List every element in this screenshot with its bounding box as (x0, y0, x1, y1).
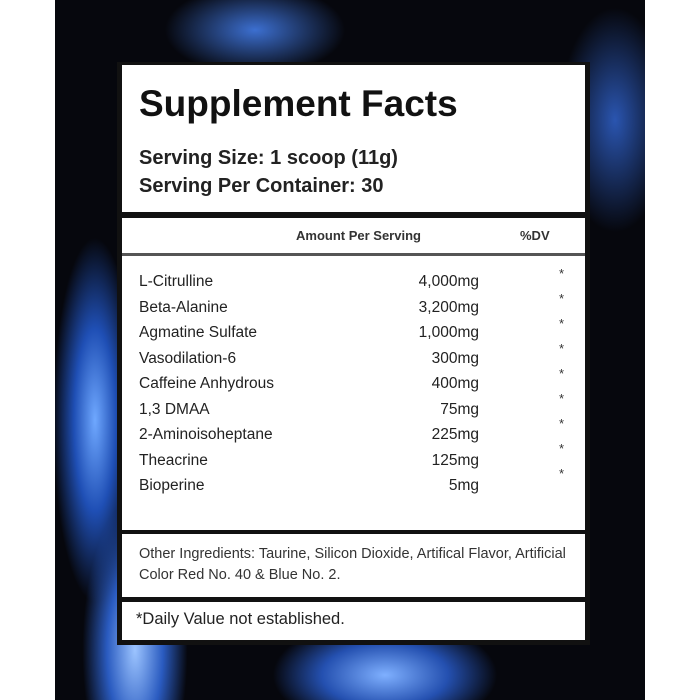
ingredient-dv: * (559, 441, 565, 456)
ingredient-amount: 300mg (431, 349, 479, 367)
ingredient-name: Caffeine Anhydrous (139, 375, 275, 392)
supplement-facts-label: Supplement Facts Serving Size: 1 scoop (… (117, 62, 590, 645)
serving-size: Serving Size: 1 scoop (11g) (139, 147, 398, 169)
ingredient-amount: 75mg (440, 400, 479, 418)
ingredient-amount: 3,200mg (418, 298, 479, 316)
footnote-section: *Daily Value not established. (122, 602, 585, 640)
ingredient-amount: 400mg (431, 375, 479, 392)
label-header: Supplement Facts Serving Size: 1 scoop (… (122, 65, 585, 212)
dv-column-header: %DV (520, 228, 550, 243)
ingredient-dv: * (559, 341, 565, 356)
ingredient-dv: * (559, 416, 565, 431)
ingredient-dv: * (559, 391, 565, 406)
ingredient-dv: * (559, 291, 565, 306)
ingredient-amount: 4,000mg (418, 273, 479, 290)
ingredient-amount: 125mg (431, 451, 479, 469)
ingredient-name: 1,3 DMAA (139, 400, 210, 418)
servings-per-container: Serving Per Container: 30 (139, 175, 384, 197)
column-header: Amount Per Serving %DV (122, 218, 585, 256)
label-title: Supplement Facts (139, 83, 458, 124)
ingredient-dv: * (559, 316, 565, 331)
ingredient-dv: * (559, 466, 565, 481)
ingredient-name: Theacrine (139, 451, 208, 469)
ingredient-name: Agmatine Sulfate (139, 324, 258, 341)
footnote: *Daily Value not established. (136, 610, 345, 628)
ingredient-list: L-Citrulline 4,000mg * Beta-Alanine 3,200mg *… (122, 256, 585, 530)
ingredient-name: Vasodilation-6 (139, 349, 237, 367)
ingredient-amount: 225mg (431, 426, 479, 443)
ingredient-name: Bioperine (139, 477, 205, 494)
ingredient-name: 2-Aminoisoheptane (139, 426, 273, 443)
ingredient-dv: * (559, 366, 565, 381)
ingredient-name: Beta-Alanine (139, 298, 228, 316)
amount-column-header: Amount Per Serving (296, 228, 421, 243)
other-ingredients: Other Ingredients: Taurine, Silicon Diox… (139, 546, 566, 583)
ingredient-amount: 5mg (448, 477, 479, 494)
other-ingredients-section: Other Ingredients: Taurine, Silicon Diox… (122, 534, 585, 597)
ingredient-dv: * (559, 266, 565, 281)
ingredient-amount: 1,000mg (418, 324, 479, 341)
ingredient-name: L-Citrulline (139, 273, 214, 290)
